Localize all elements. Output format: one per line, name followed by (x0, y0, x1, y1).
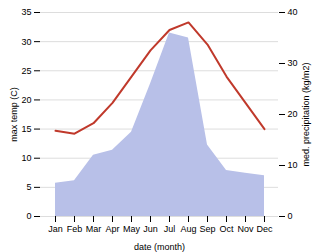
svg-text:Jul: Jul (164, 224, 176, 234)
svg-text:0: 0 (288, 211, 293, 221)
svg-text:30: 30 (288, 58, 298, 68)
svg-text:max temp (C): max temp (C) (9, 87, 19, 142)
svg-text:May: May (123, 224, 141, 234)
svg-text:Feb: Feb (67, 224, 83, 234)
svg-text:40: 40 (288, 7, 298, 17)
svg-text:20: 20 (21, 95, 31, 105)
svg-text:10: 10 (21, 153, 31, 163)
svg-text:30: 30 (21, 37, 31, 47)
svg-text:Mar: Mar (86, 224, 102, 234)
svg-text:15: 15 (21, 124, 31, 134)
svg-text:Aug: Aug (180, 224, 196, 234)
svg-text:5: 5 (26, 182, 31, 192)
svg-text:Jun: Jun (143, 224, 158, 234)
svg-text:Sep: Sep (199, 224, 215, 234)
svg-text:25: 25 (21, 66, 31, 76)
svg-text:35: 35 (21, 7, 31, 17)
svg-text:Jan: Jan (48, 224, 63, 234)
svg-text:date (month): date (month) (134, 242, 185, 252)
svg-text:Oct: Oct (219, 224, 234, 234)
svg-text:10: 10 (288, 160, 298, 170)
svg-text:Dec: Dec (256, 224, 273, 234)
svg-text:med. precipitation (kg/m2): med. precipitation (kg/m2) (301, 62, 311, 166)
svg-text:Nov: Nov (237, 224, 254, 234)
svg-text:20: 20 (288, 109, 298, 119)
svg-text:Apr: Apr (105, 224, 119, 234)
svg-text:0: 0 (26, 211, 31, 221)
